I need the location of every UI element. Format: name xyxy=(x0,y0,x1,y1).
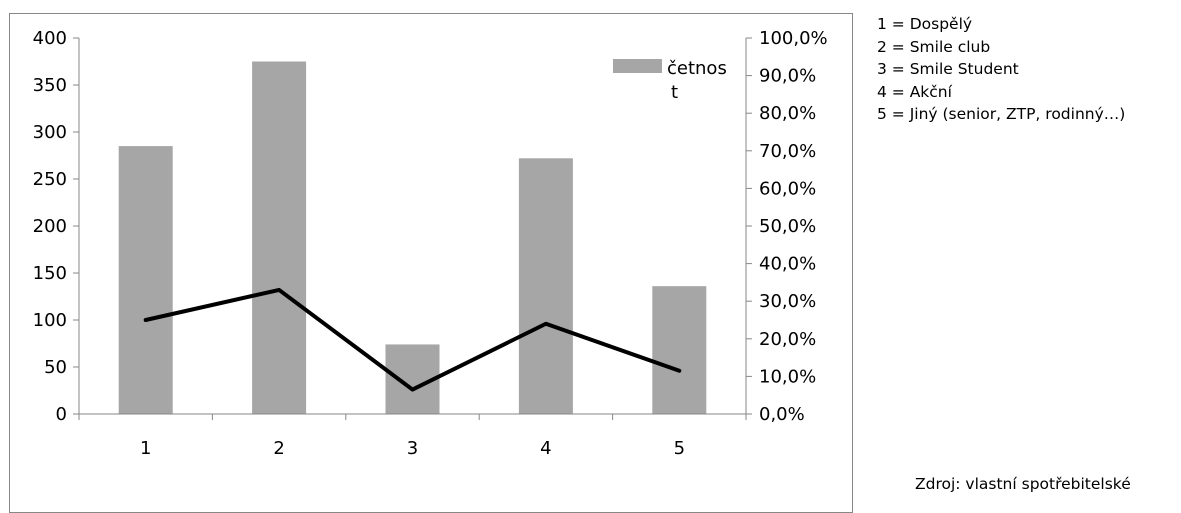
y-left-tick-label: 250 xyxy=(33,169,67,190)
bar-5 xyxy=(652,286,707,414)
y-right-tick-label: 10,0% xyxy=(759,366,816,387)
bar-4 xyxy=(518,158,573,414)
y-left-tick-label: 0 xyxy=(56,404,67,425)
y-left-tick-label: 350 xyxy=(33,75,67,96)
category-legend-notes: 1 = Dospělý 2 = Smile club 3 = Smile Stu… xyxy=(877,13,1125,126)
bar-2 xyxy=(252,61,307,414)
note-item: 5 = Jiný (senior, ZTP, rodinný…) xyxy=(877,105,1126,123)
y-right-tick-label: 40,0% xyxy=(759,254,816,275)
y-left-tick-label: 150 xyxy=(33,263,67,284)
y-left-tick-label: 50 xyxy=(44,357,67,378)
note-item: 1 = Dospělý xyxy=(877,15,973,33)
chart-frame: 0 50 100 150 200 250 300 350 400 0,0% 10,0% 20,0% 30… xyxy=(9,13,853,513)
source-note: Zdroj: vlastní spotřebitelské xyxy=(915,475,1131,493)
line-series-path xyxy=(143,287,682,392)
x-tick-label: 1 xyxy=(140,438,151,459)
bar-1 xyxy=(118,146,173,414)
note-item: 3 = Smile Student xyxy=(877,60,1019,78)
x-tick-label: 3 xyxy=(407,438,418,459)
y-right-tick-label: 80,0% xyxy=(759,103,816,124)
y-right-tick-label: 100,0% xyxy=(759,28,828,49)
note-item: 4 = Akční xyxy=(877,82,952,101)
y-right-tick-label: 30,0% xyxy=(759,291,816,312)
y-right-tick-label: 70,0% xyxy=(759,141,816,162)
y-right-tick-label: 60,0% xyxy=(759,178,816,199)
note-item: 2 = Smile club xyxy=(877,37,991,56)
y-right-tick-label: 20,0% xyxy=(759,329,816,350)
x-tick-label: 5 xyxy=(674,438,685,459)
y-right-tick-label: 90,0% xyxy=(759,66,816,87)
legend-label-wrap: t xyxy=(671,82,678,103)
legend-label: četnos xyxy=(667,58,727,79)
y-left-tick-label: 200 xyxy=(33,216,67,237)
x-tick-label: 2 xyxy=(273,438,284,459)
y-right-tick-label: 50,0% xyxy=(759,216,816,237)
y-left-tick-label: 100 xyxy=(33,310,67,331)
legend-swatch xyxy=(613,59,662,73)
x-tick-label: 4 xyxy=(540,438,551,459)
y-left-tick-label: 400 xyxy=(33,28,67,49)
y-left-tick-label: 300 xyxy=(33,122,67,143)
combo-chart: 0 50 100 150 200 250 300 350 400 0,0% 10,0% 20,0% 30… xyxy=(33,28,828,459)
y-right-tick-label: 0,0% xyxy=(759,404,805,425)
